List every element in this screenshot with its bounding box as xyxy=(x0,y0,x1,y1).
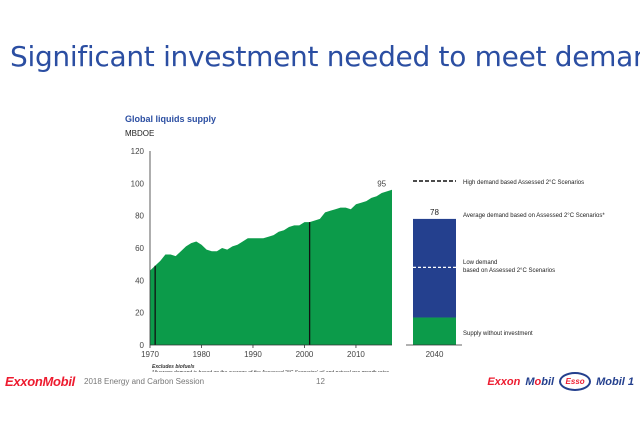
exxonmobil-logo: ExxonMobil xyxy=(5,374,75,389)
brand-logos: Exxon Mobil Esso Mobil 1 xyxy=(487,372,634,391)
bar-average-demand-segment xyxy=(413,218,456,318)
x-tick-label-1970: 1970 xyxy=(141,350,159,359)
y-tick-label-0: 0 xyxy=(140,341,145,350)
legend-low-demand-label-2: based on Assessed 2°C Scenarios xyxy=(463,268,555,274)
legend-high-demand-label: High demand based Assessed 2°C Scenarios xyxy=(463,180,584,186)
footer-page-number: 12 xyxy=(316,377,325,386)
chart-title: Global liquids supply xyxy=(125,114,216,124)
y-tick-label-20: 20 xyxy=(135,309,144,318)
y-tick-label-40: 40 xyxy=(135,276,144,285)
x-tick-label-1980: 1980 xyxy=(193,350,211,359)
bar-total-label: 78 xyxy=(430,208,439,217)
exxon-logo: Exxon xyxy=(487,375,521,388)
liquids-supply-chart: Global liquids supplyMBDOE02040608010012… xyxy=(125,114,605,372)
footer-session-label: 2018 Energy and Carbon Session xyxy=(84,377,205,386)
demand-2040-bar-chart: 78 2040 High demand based Assessed 2°C Sce… xyxy=(406,180,605,359)
x-tick-label-2010: 2010 xyxy=(347,350,365,359)
x-tick-label-1990: 1990 xyxy=(244,350,262,359)
slide-title: Significant investment needed to meet de… xyxy=(10,40,640,73)
global-supply-area-chart: Global liquids supply MBDOE 0 20 40 60 80 100 12… xyxy=(125,114,392,372)
bar-category-label: 2040 xyxy=(426,350,444,359)
note-excludes-biofuels: Excludes biofuels xyxy=(152,364,195,370)
y-tick-label-80: 80 xyxy=(135,212,144,221)
mobil-logo: Mobil xyxy=(525,375,555,388)
y-tick-label-100: 100 xyxy=(131,179,145,188)
legend-average-demand-label: Average demand based on Assessed 2°C Sce… xyxy=(463,213,605,219)
note-average-demand: *Average demand is based on the average … xyxy=(152,370,389,372)
legend-supply-label: Supply without investment xyxy=(463,331,533,337)
y-tick-label-120: 120 xyxy=(131,147,145,156)
esso-logo: Esso xyxy=(559,372,592,391)
bar-supply-segment xyxy=(413,317,456,345)
x-tick-label-2000: 2000 xyxy=(296,350,314,359)
supply-area xyxy=(150,189,392,345)
peak-value-label: 95 xyxy=(377,180,386,189)
y-tick-label-60: 60 xyxy=(135,244,144,253)
legend-low-demand-label-1: Low demand xyxy=(463,260,497,266)
mobil1-logo: Mobil 1 xyxy=(596,375,634,388)
y-axis-label: MBDOE xyxy=(125,129,154,138)
